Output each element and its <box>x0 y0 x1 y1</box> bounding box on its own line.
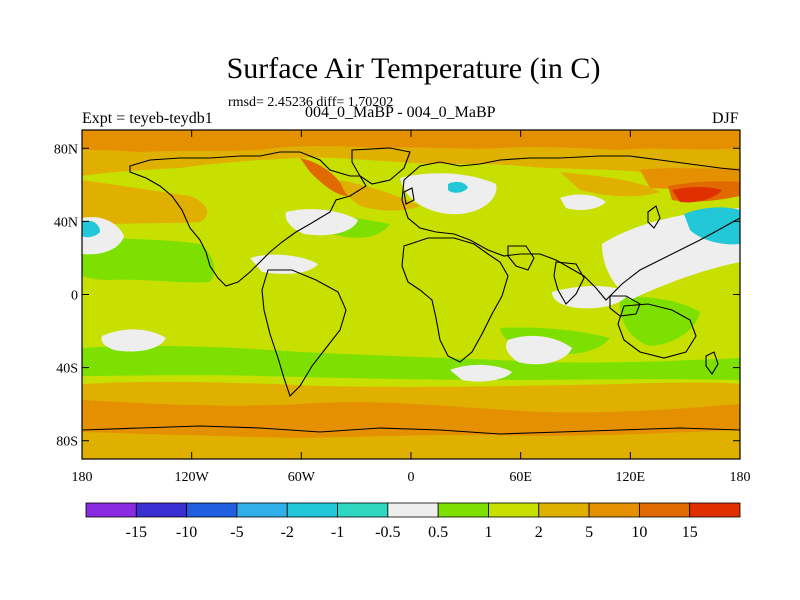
field-arctic-deep <box>82 130 740 152</box>
field-europe-cyan <box>448 181 468 193</box>
field-indian-white <box>506 335 572 365</box>
field-n-pacific-warm <box>82 180 208 226</box>
coastline-antarctica <box>82 425 740 435</box>
colorbar-label: 2 <box>535 524 543 541</box>
field-n-atlantic-white <box>285 209 358 236</box>
field-nw-pacific-cyan <box>684 207 740 245</box>
colorbar-swatch <box>236 502 288 518</box>
colorbar-label: -0.5 <box>375 524 400 541</box>
colorbar-swatch <box>689 502 741 518</box>
field-s-atlantic-white <box>450 364 512 382</box>
lat-tick-label: 40S <box>56 362 78 377</box>
lat-tick-label: 40N <box>54 215 78 230</box>
field-n-atlantic-warm <box>340 180 420 211</box>
field-e-pacific-cyan <box>82 220 100 238</box>
field-s-pacific-white <box>101 329 166 352</box>
longitude-axis: 180 120W 60W 0 60E 120E 180 <box>72 130 751 485</box>
stats-label: rmsd= 2.45236 diff= 1.70202 <box>228 95 394 110</box>
field-nw-atlantic-white <box>560 194 606 210</box>
coastline-uk <box>403 187 415 205</box>
colorbar: -15 -10 -5 -2 -1 -0.5 0.5 1 2 5 10 15 <box>85 502 741 541</box>
lon-tick-label: 120W <box>175 470 210 485</box>
colorbar-label: 5 <box>585 524 593 541</box>
map-plot-area <box>82 130 740 459</box>
colorbar-label: -2 <box>281 524 294 541</box>
coastline-north-america <box>129 151 367 287</box>
coastline-arabia <box>507 245 535 271</box>
colorbar-swatch <box>588 502 640 518</box>
colorbar-swatch <box>337 502 389 518</box>
coastlines <box>82 147 740 435</box>
colorbar-swatch <box>437 502 489 518</box>
colorbar-label: -5 <box>230 524 243 541</box>
period-label: 004_0_MaBP - 004_0_MaBP <box>305 104 496 121</box>
colorbar-label: -15 <box>126 524 147 541</box>
lon-tick-label: 120E <box>616 470 646 485</box>
lon-tick-label: 0 <box>408 470 415 485</box>
coastline-eurasia <box>401 155 740 301</box>
experiment-label: Expt = teyeb-teydb1 <box>82 110 213 127</box>
colorbar-swatch <box>488 502 540 518</box>
colorbar-swatch <box>538 502 590 518</box>
map-title: Surface Air Temperature (in C) <box>226 52 601 85</box>
field-pacific-green <box>82 236 215 283</box>
field-europe-white <box>400 173 497 215</box>
field-nw-atlantic-hot <box>300 158 348 196</box>
colorbar-swatch <box>186 502 238 518</box>
coastline-japan <box>647 205 661 229</box>
colorbar-swatch <box>286 502 338 518</box>
field-nw-pacific-peak <box>672 187 722 203</box>
coastline-africa <box>401 237 509 363</box>
coastline-greenland <box>351 147 411 185</box>
colorbar-label: 1 <box>484 524 492 541</box>
field-america-white <box>250 254 318 274</box>
coastline-new-zealand <box>705 351 719 375</box>
colorbar-label: 0.5 <box>428 524 448 541</box>
coastline-southeast-asia <box>609 295 641 317</box>
colorbar-label: -10 <box>176 524 197 541</box>
lat-tick-label: 80N <box>54 142 78 157</box>
season-label: DJF <box>712 110 739 127</box>
coastline-india <box>553 261 585 305</box>
field-australia-green <box>619 296 700 346</box>
lon-tick-label: 60W <box>288 470 316 485</box>
field-asia-warm <box>560 172 660 197</box>
colorbar-swatch <box>85 502 137 518</box>
lat-tick-label: 80S <box>56 435 78 450</box>
field-south-green <box>82 345 740 380</box>
colorbar-swatch <box>638 502 691 518</box>
lon-tick-label: 60E <box>509 470 532 485</box>
field-antarctic-edge <box>82 400 740 438</box>
colorbar-swatch <box>135 502 188 518</box>
coastline-australia <box>617 303 697 359</box>
lon-tick-label: 180 <box>730 470 751 485</box>
colorbar-label: -1 <box>331 524 344 541</box>
coastline-south-america <box>261 269 347 398</box>
latitude-axis: 80N 40N 0 40S 80S <box>54 142 740 450</box>
colorbar-label: 10 <box>631 524 647 541</box>
lat-tick-label: 0 <box>71 289 78 304</box>
colorbar-swatch <box>387 502 439 518</box>
colorbar-label: 15 <box>682 524 698 541</box>
lon-tick-label: 180 <box>72 470 93 485</box>
